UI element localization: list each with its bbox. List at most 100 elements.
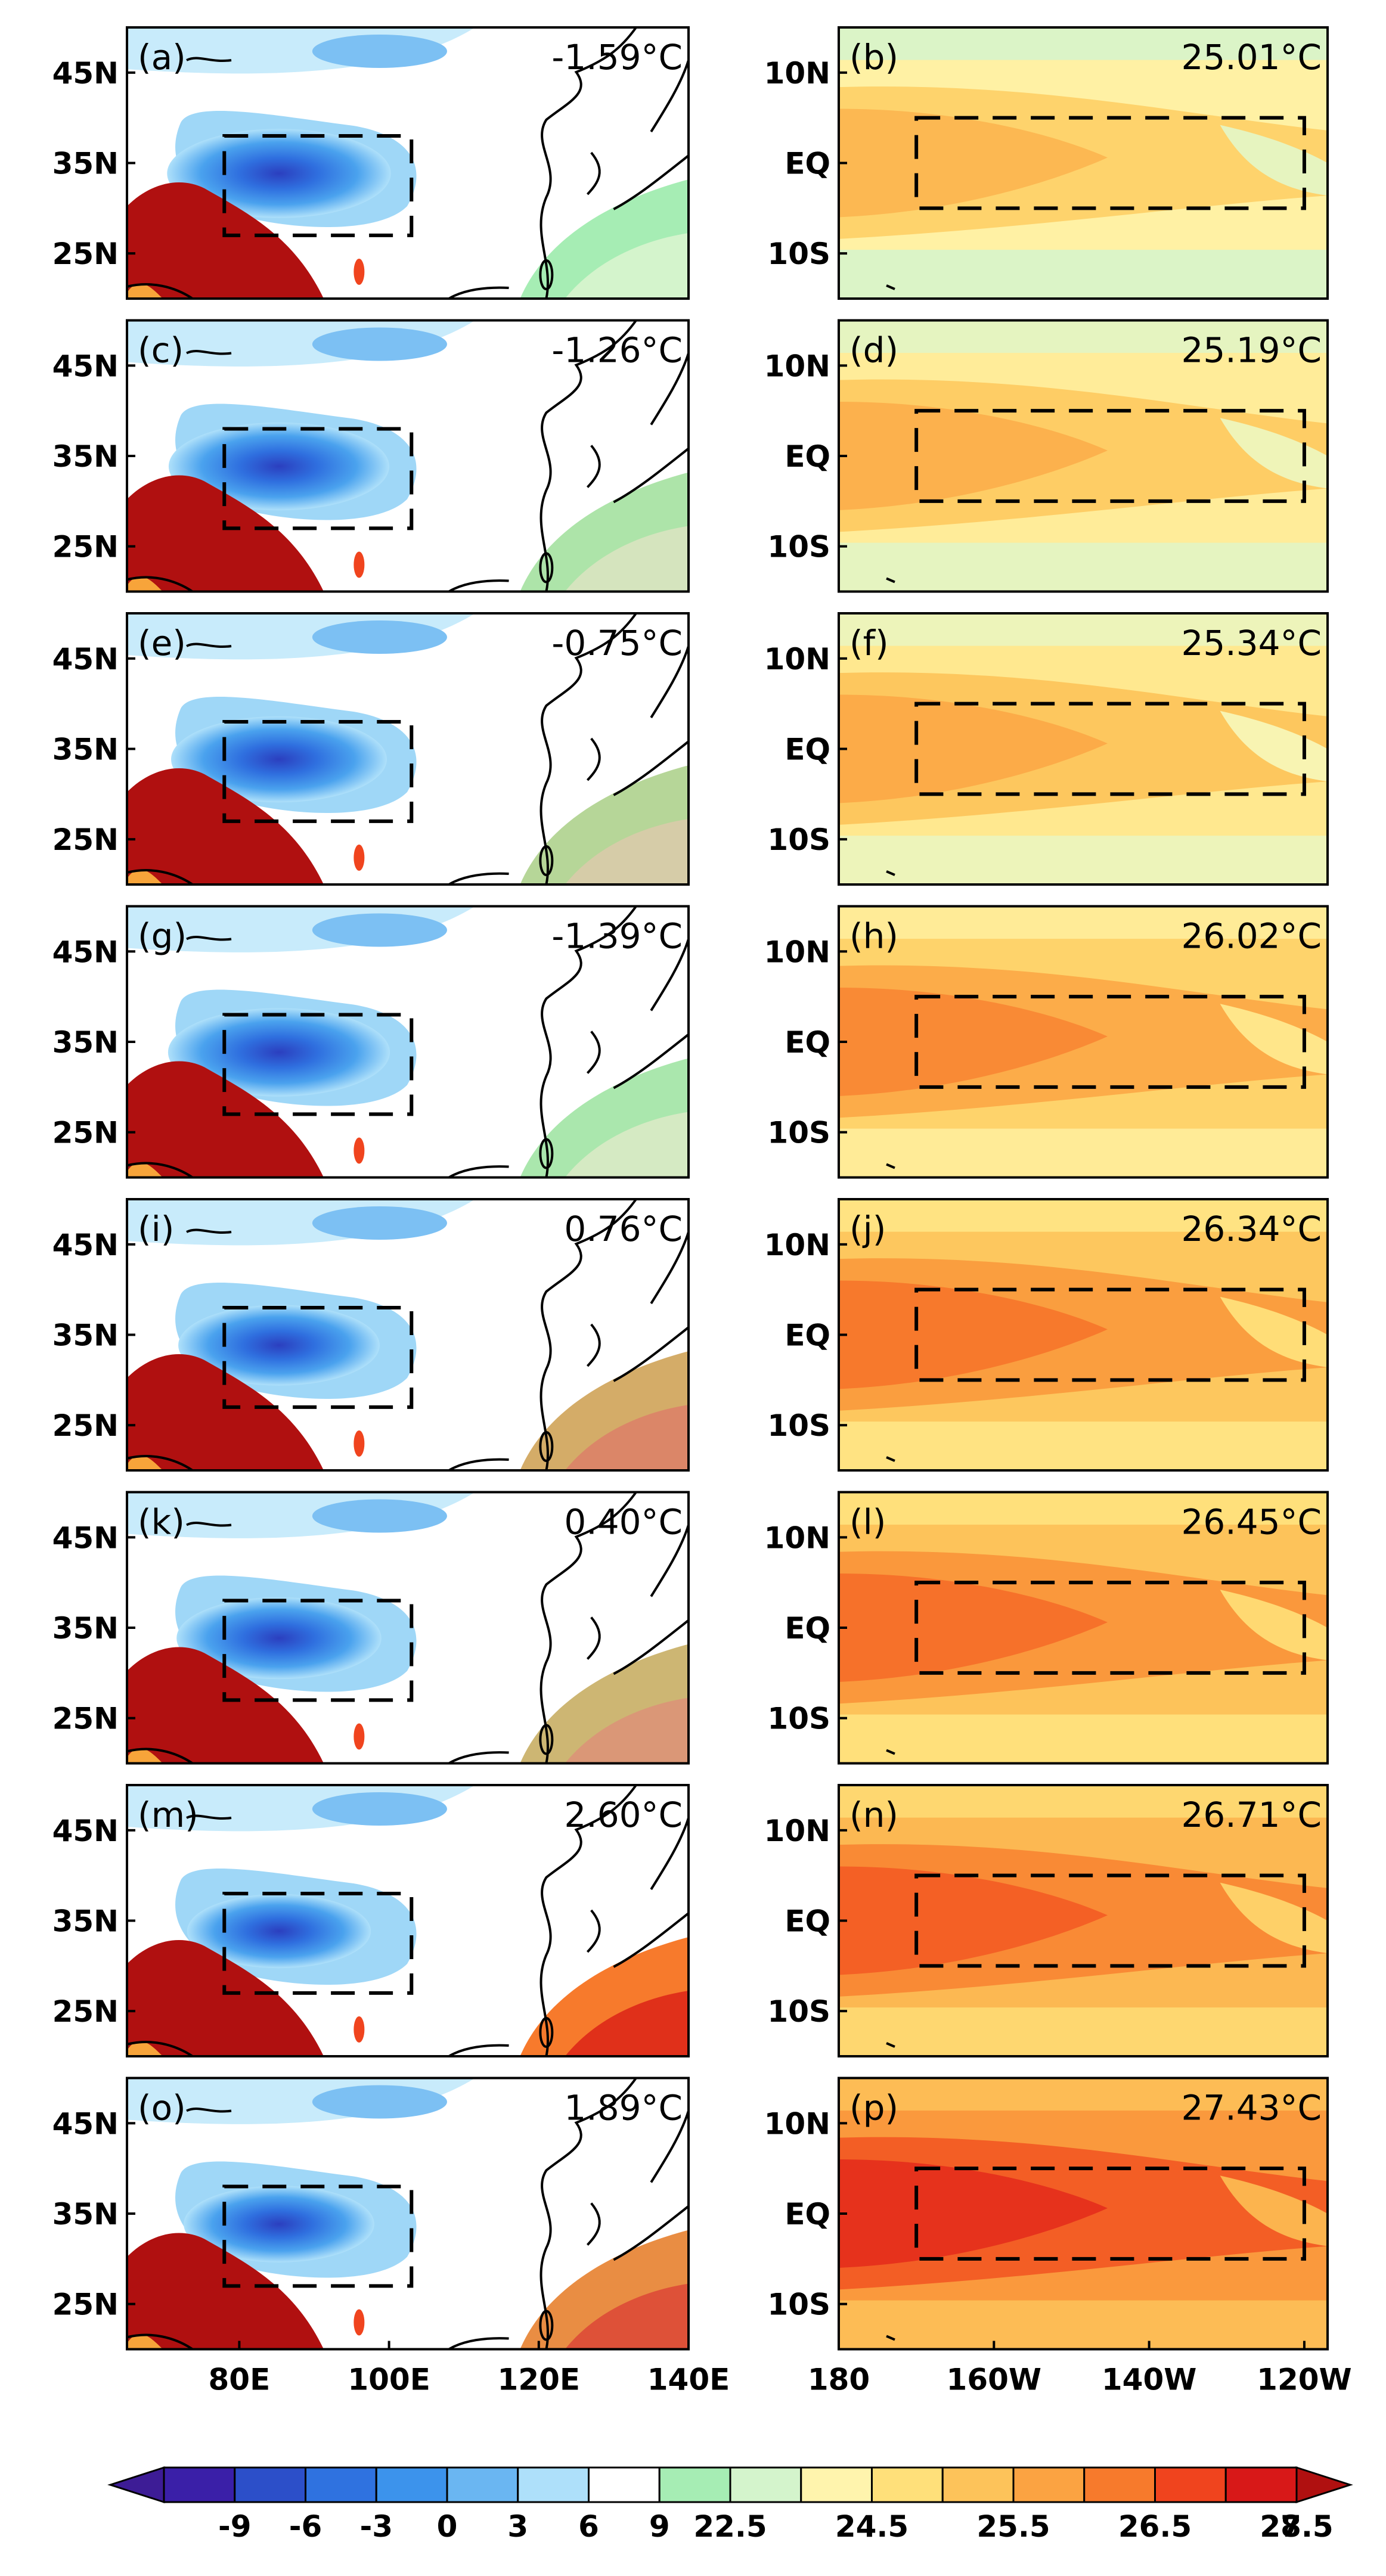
colorbar-label: -6 (289, 2509, 323, 2544)
caspian-coastline (186, 1228, 232, 1234)
lat-tick-label: EQ (785, 1904, 830, 1939)
colorbar-swatch (588, 2466, 661, 2503)
nino-box (914, 116, 1306, 210)
tibetan-plateau-box (222, 1599, 414, 1702)
sst-cold-tongue (1220, 1296, 1328, 1368)
south-asia-hot-region (127, 1061, 324, 1178)
indochina-coastline (448, 579, 509, 593)
panel-label: (i) (138, 1209, 174, 1249)
caspian-coastline (186, 936, 232, 941)
colorbar-swatch (1083, 2466, 1156, 2503)
korea-coastline (586, 445, 601, 488)
hot-spot (354, 2309, 365, 2336)
tibetan-plateau-box (222, 1013, 414, 1116)
sst-cold-tongue (1220, 125, 1328, 196)
japan-north-coastline (650, 1524, 690, 1597)
hot-spot (354, 551, 365, 578)
taiwan-outline (539, 1724, 554, 1755)
lat-tick-label: 25N (52, 1702, 119, 1736)
south-asia-hot-region (127, 1354, 324, 1470)
south-asia-hot-region (127, 1647, 324, 1764)
panel-value: 26.45°C (1181, 1502, 1322, 1543)
caspian-coastline (186, 350, 232, 355)
taiwan-outline (539, 1431, 554, 1462)
lat-tick-label: 10N (764, 2106, 830, 2141)
nino-box (914, 1581, 1306, 1675)
colorbar-swatch (517, 2466, 590, 2503)
japan-coastline (613, 1326, 690, 1382)
indochina-coastline (448, 2337, 509, 2351)
colorbar-swatch (941, 2466, 1015, 2503)
indochina-coastline (448, 2044, 509, 2057)
western-pacific-core (565, 526, 689, 592)
left-panel: (g) -1.39°C 45N 35N 25N (52, 905, 690, 1179)
colorbar-swatch (729, 2466, 802, 2503)
sst-warm-pool (839, 402, 1108, 510)
colorbar-label: 0 (437, 2509, 458, 2544)
plateau-cold-core (176, 1597, 382, 1680)
caspian-coastline (186, 57, 232, 62)
lat-tick-label: 45N (52, 56, 119, 91)
china-coastline (539, 612, 637, 885)
lat-tick-label: 25N (52, 237, 119, 271)
lon-tick-label: 120W (1257, 2363, 1352, 2397)
lat-tick-label: 25N (52, 1116, 119, 1150)
japan-north-coastline (650, 60, 690, 133)
panel-value: -0.75°C (551, 623, 683, 663)
china-coastline (539, 2077, 637, 2350)
left-panel: (i) 0.76°C 45N 35N 25N (52, 1198, 690, 1472)
north-cool-spot (312, 1499, 447, 1533)
lat-tick-label: 10S (767, 530, 830, 564)
left-panel: (m) 2.60°C 45N 35N 25N (52, 1784, 690, 2057)
colorbar-label: 28.5 (1260, 2509, 1333, 2544)
lat-tick-label: 35N (52, 1904, 119, 1939)
lat-tick-label: 10N (764, 56, 830, 91)
indochina-coastline (448, 1751, 509, 1765)
taiwan-outline (539, 2310, 554, 2341)
western-pacific-core (565, 1405, 689, 1470)
colorbar-swatch (658, 2466, 731, 2503)
west-warm-edge (127, 1455, 163, 1470)
hot-spot (354, 1137, 365, 1164)
island-mark (886, 2042, 895, 2048)
north-cool-spot (312, 1792, 447, 1826)
hot-spot (354, 1430, 365, 1457)
korea-coastline (586, 2202, 601, 2246)
indochina-coastline (448, 872, 509, 886)
hot-spot (354, 259, 365, 285)
colorbar-swatch (446, 2466, 519, 2503)
lat-tick-label: EQ (785, 1611, 830, 1646)
colorbar-label: 27.5 (1260, 2509, 1333, 2544)
korea-coastline (586, 1323, 601, 1367)
lat-tick-label: 45N (52, 1228, 119, 1262)
india-coastline (126, 1162, 194, 1179)
taiwan-outline (539, 845, 554, 876)
sst-warm-pool (839, 1866, 1108, 1975)
lon-tick-label: 140E (647, 2363, 730, 2397)
colorbar-swatch (305, 2466, 377, 2503)
north-cool-spot (312, 2085, 447, 2119)
panel-label: (o) (138, 2088, 186, 2128)
lat-tick-label: 10N (764, 1228, 830, 1262)
sst-cold-tongue (1220, 418, 1328, 489)
panel-value: -1.39°C (551, 916, 683, 957)
panel-value: 25.34°C (1181, 623, 1322, 663)
nino-box (914, 1873, 1306, 1968)
panel-label: (f) (849, 623, 889, 663)
tibetan-plateau-box (222, 720, 414, 823)
lat-tick-label: 35N (52, 1318, 119, 1353)
colorbar-swatch (234, 2466, 306, 2503)
western-pacific-core (565, 233, 689, 299)
tibetan-plateau-box (222, 2184, 414, 2288)
japan-coastline (613, 1912, 690, 1968)
south-asia-hot-region (127, 768, 324, 884)
right-panel: (l) 26.45°C 10N EQ 10S (764, 1491, 1329, 1765)
lon-tick-label: 160W (947, 2363, 1042, 2397)
taiwan-outline (539, 552, 554, 584)
panel-label: (a) (138, 37, 186, 77)
colorbar-swatch (163, 2466, 236, 2503)
korea-coastline (586, 737, 601, 781)
panel-value: 0.76°C (564, 1209, 683, 1249)
colorbar-low-arrow (107, 2466, 165, 2504)
